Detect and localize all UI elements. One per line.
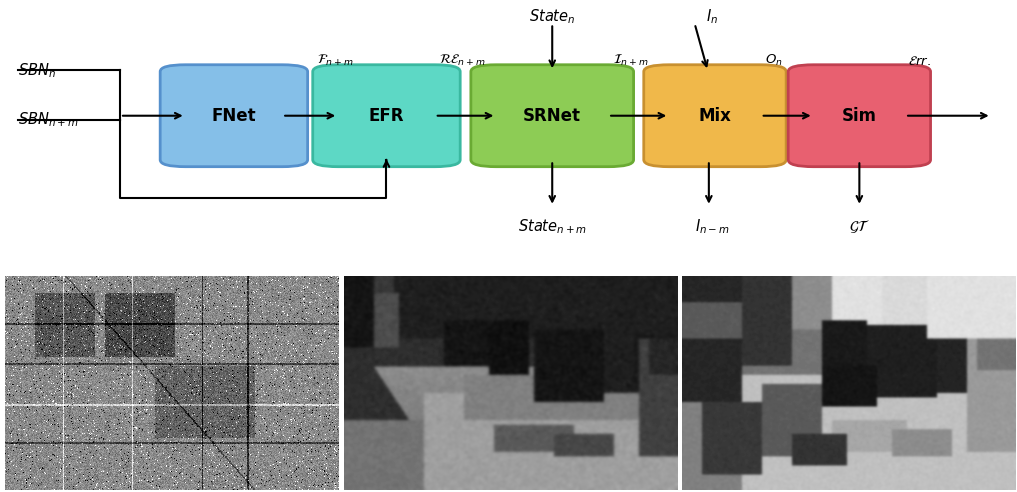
Text: $\mathcal{RE}_{n+m}$: $\mathcal{RE}_{n+m}$ — [439, 53, 486, 67]
Text: $\mathcal{E}rr.$: $\mathcal{E}rr.$ — [908, 55, 932, 67]
Text: $\mathcal{GT}$: $\mathcal{GT}$ — [849, 217, 870, 235]
Text: $State_{n+m}$: $State_{n+m}$ — [518, 217, 587, 236]
FancyBboxPatch shape — [313, 65, 460, 167]
Text: EFR: EFR — [369, 107, 404, 124]
Text: $O_n$: $O_n$ — [765, 53, 782, 67]
Text: $SBN_n$: $SBN_n$ — [18, 61, 56, 80]
Text: $I_n$: $I_n$ — [706, 7, 718, 26]
FancyBboxPatch shape — [161, 65, 307, 167]
FancyBboxPatch shape — [788, 65, 931, 167]
Text: SRNet: SRNet — [523, 107, 582, 124]
Text: $\mathcal{F}_{n+m}$: $\mathcal{F}_{n+m}$ — [317, 53, 354, 67]
Text: Sim: Sim — [842, 107, 877, 124]
Text: $SBN_{n+m}$: $SBN_{n+m}$ — [18, 111, 79, 129]
Text: $\mathcal{I}_{n+m}$: $\mathcal{I}_{n+m}$ — [613, 53, 649, 67]
Text: Mix: Mix — [699, 107, 731, 124]
FancyBboxPatch shape — [644, 65, 786, 167]
FancyBboxPatch shape — [471, 65, 634, 167]
Text: FNet: FNet — [212, 107, 256, 124]
Text: $I_{n-m}$: $I_{n-m}$ — [695, 217, 729, 236]
Text: $State_n$: $State_n$ — [529, 7, 576, 26]
